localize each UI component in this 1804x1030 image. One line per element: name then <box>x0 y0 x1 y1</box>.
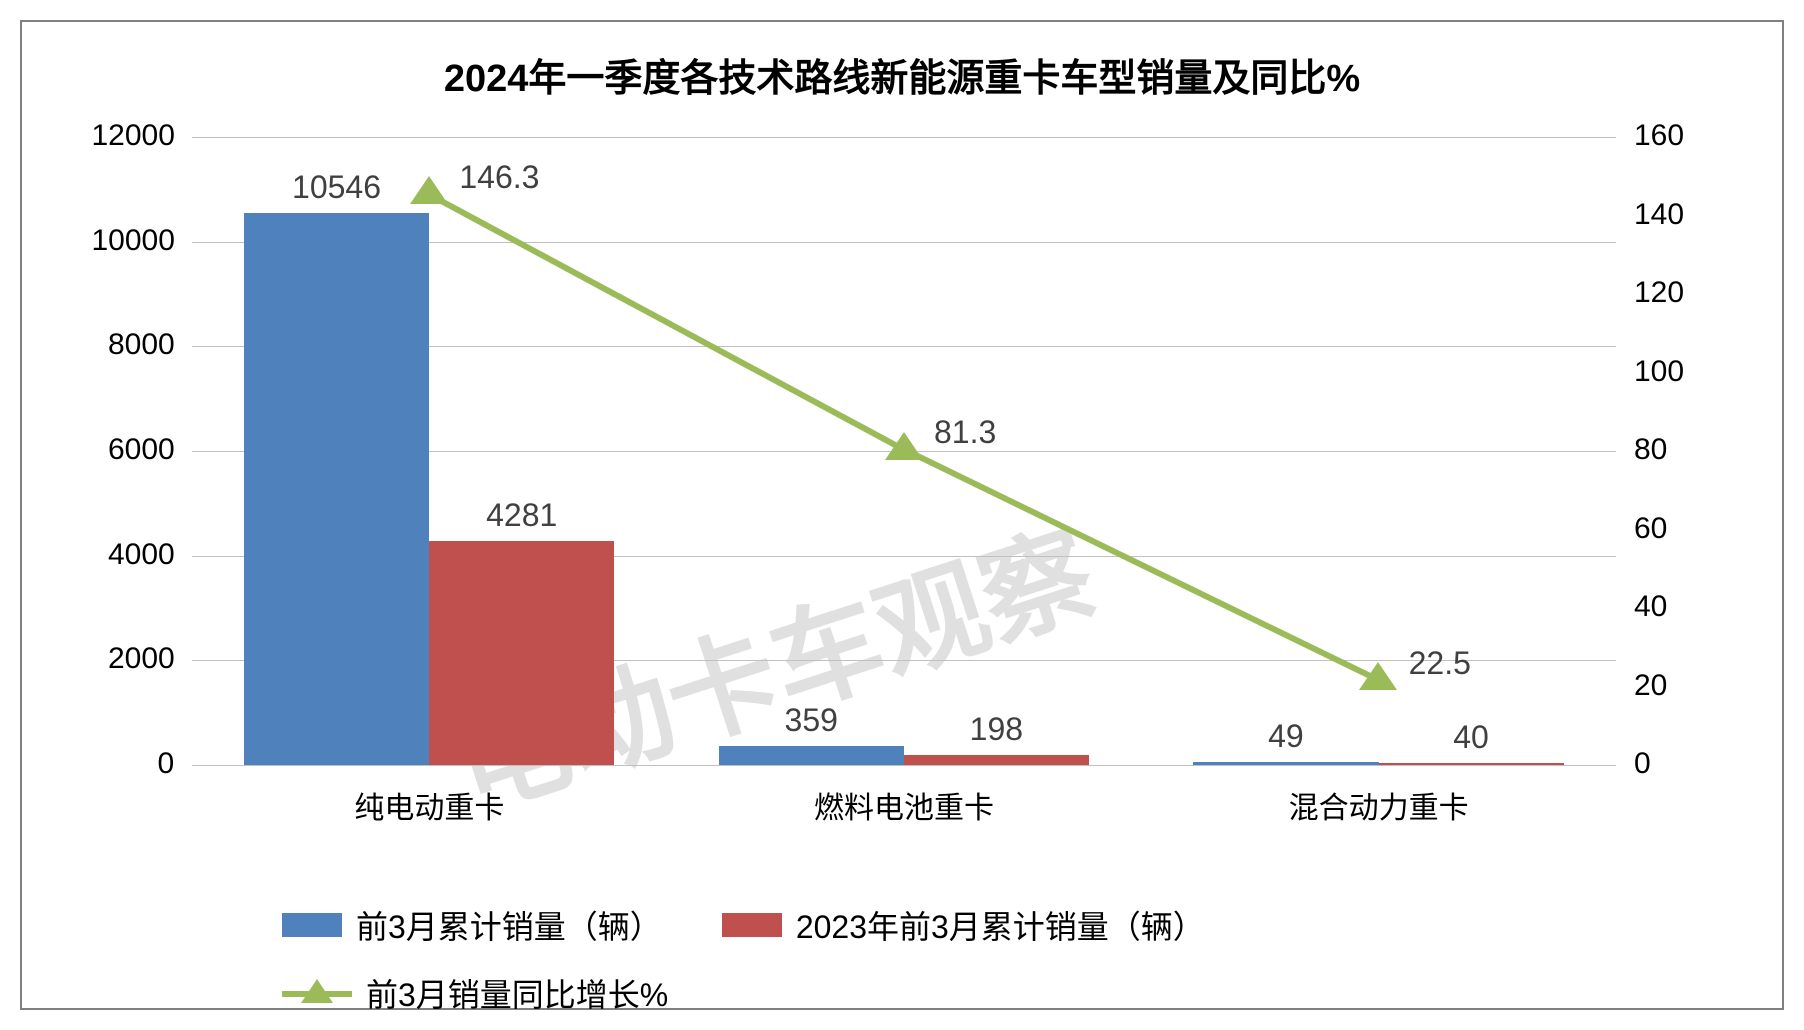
y2-tick-label: 40 <box>1634 590 1667 624</box>
y1-tick-label: 12000 <box>92 119 175 153</box>
legend-label: 2023年前3月累计销量（辆） <box>796 902 1205 948</box>
legend-swatch-bar-icon <box>722 913 782 937</box>
chart-title: 2024年一季度各技术路线新能源重卡车型销量及同比% <box>22 47 1782 102</box>
x-category-label: 混合动力重卡 <box>1289 783 1469 827</box>
bar-label: 10546 <box>292 169 381 206</box>
y2-tick-label: 140 <box>1634 198 1684 232</box>
legend-label: 前3月销量同比增长% <box>366 970 668 1016</box>
plot-area: 0200040006000800010000120000204060801001… <box>192 137 1616 765</box>
legend-item: 2023年前3月累计销量（辆） <box>722 902 1205 948</box>
y2-tick-label: 160 <box>1634 119 1684 153</box>
legend-swatch-line-icon <box>282 979 352 1008</box>
bar-label: 49 <box>1268 718 1304 755</box>
bar-label: 198 <box>970 711 1023 748</box>
legend-label: 前3月累计销量（辆） <box>356 902 662 948</box>
legend-item: 前3月销量同比增长% <box>282 970 668 1016</box>
bar-label: 4281 <box>486 497 557 534</box>
legend: 前3月累计销量（辆） 2023年前3月累计销量（辆） 前3月销量同比增长% <box>282 902 1582 1016</box>
y1-tick-label: 2000 <box>108 642 175 676</box>
y2-tick-label: 20 <box>1634 669 1667 703</box>
bar-s2 <box>904 755 1089 765</box>
line-label: 22.5 <box>1409 645 1471 682</box>
legend-swatch-bar-icon <box>282 913 342 937</box>
x-category-label: 燃料电池重卡 <box>814 783 994 827</box>
y2-tick-label: 120 <box>1634 276 1684 310</box>
y2-tick-label: 60 <box>1634 512 1667 546</box>
line-label: 81.3 <box>934 414 996 451</box>
bar-label: 40 <box>1453 719 1489 756</box>
y2-tick-label: 80 <box>1634 433 1667 467</box>
line-segment <box>427 191 904 451</box>
chart-frame: 2024年一季度各技术路线新能源重卡车型销量及同比% 电动卡车观察 020004… <box>20 20 1784 1010</box>
line-label: 146.3 <box>459 159 539 196</box>
y2-tick-label: 0 <box>1634 747 1651 781</box>
line-segment <box>901 446 1378 682</box>
y1-tick-label: 10000 <box>92 224 175 258</box>
x-category-label: 纯电动重卡 <box>354 783 504 827</box>
bar-s1 <box>719 746 904 765</box>
y2-tick-label: 100 <box>1634 355 1684 389</box>
bar-s1 <box>1193 762 1378 765</box>
bar-s1 <box>244 213 429 765</box>
bar-s2 <box>1379 763 1564 765</box>
y1-tick-label: 4000 <box>108 538 175 572</box>
legend-item: 前3月累计销量（辆） <box>282 902 662 948</box>
y1-tick-label: 8000 <box>108 328 175 362</box>
y1-tick-label: 6000 <box>108 433 175 467</box>
line-marker-triangle-icon <box>1359 662 1397 690</box>
y1-tick-label: 0 <box>158 747 175 781</box>
bar-s2 <box>429 541 614 765</box>
gridline <box>192 765 1616 766</box>
bar-label: 359 <box>785 702 838 739</box>
line-marker-triangle-icon <box>885 432 923 460</box>
gridline <box>192 137 1616 138</box>
line-marker-triangle-icon <box>410 176 448 204</box>
